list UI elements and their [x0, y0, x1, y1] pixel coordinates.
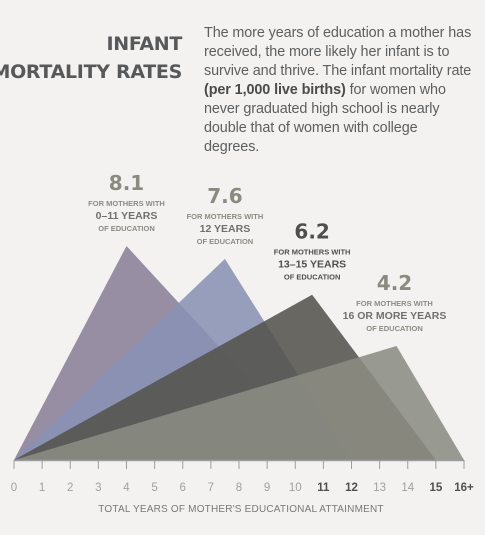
- intro-paragraph: The more years of education a mother has…: [204, 24, 472, 157]
- x-tick-label-0: 0: [11, 482, 17, 494]
- series-triangle-4: [14, 346, 464, 460]
- series-label-line1-1: FOR MOTHERS WITH: [88, 199, 165, 208]
- series-label-line3-4: OF EDUCATION: [366, 324, 423, 333]
- x-tick-label-5: 5: [151, 482, 157, 494]
- series-label-line3-1: OF EDUCATION: [98, 224, 155, 233]
- x-tick-label-12: 12: [345, 482, 358, 494]
- series-label-line1-2: FOR MOTHERS WITH: [187, 212, 264, 221]
- intro-text-start: The more years of education a mother has…: [204, 25, 472, 79]
- title-line-2: MORTALITY RATES: [0, 61, 182, 83]
- series-label-line2-4: 16 OR MORE YEARS: [343, 310, 447, 322]
- x-tick-label-16+: 16+: [454, 482, 474, 494]
- x-tick-label-14: 14: [401, 482, 414, 494]
- intro-text-bold: (per 1,000 live births): [204, 82, 346, 98]
- x-tick-label-11: 11: [317, 482, 330, 494]
- x-tick-label-1: 1: [39, 482, 45, 494]
- x-tick-label-15: 15: [429, 482, 442, 494]
- series-label-line1-3: FOR MOTHERS WITH: [274, 248, 351, 257]
- series-value-3: 6.2: [294, 220, 329, 244]
- series-label-line3-2: OF EDUCATION: [197, 237, 254, 246]
- series-label-line1-4: FOR MOTHERS WITH: [356, 299, 433, 308]
- series-label-line2-3: 13–15 YEARS: [278, 259, 346, 271]
- x-tick-label-2: 2: [67, 482, 73, 494]
- series-label-line3-3: OF EDUCATION: [284, 273, 341, 282]
- x-tick-label-3: 3: [95, 482, 101, 494]
- x-axis-label: TOTAL YEARS OF MOTHER'S EDUCATIONAL ATTA…: [98, 504, 383, 515]
- x-tick-label-7: 7: [208, 482, 214, 494]
- x-tick-label-4: 4: [123, 482, 130, 494]
- series-value-2: 7.6: [207, 184, 242, 208]
- intro-text-end: for women who never graduated high schoo…: [204, 82, 446, 155]
- x-tick-label-13: 13: [373, 482, 386, 494]
- chart-title: INFANT MORTALITY RATES: [0, 30, 182, 86]
- x-tick-label-9: 9: [264, 482, 270, 494]
- x-tick-label-6: 6: [180, 482, 186, 494]
- series-value-1: 8.1: [109, 171, 144, 195]
- x-tick-label-10: 10: [289, 482, 302, 494]
- x-tick-label-8: 8: [236, 482, 242, 494]
- title-line-1: INFANT: [106, 33, 182, 55]
- series-label-line2-2: 12 YEARS: [200, 223, 251, 235]
- series-label-line2-1: 0–11 YEARS: [96, 210, 158, 222]
- series-value-4: 4.2: [377, 271, 412, 295]
